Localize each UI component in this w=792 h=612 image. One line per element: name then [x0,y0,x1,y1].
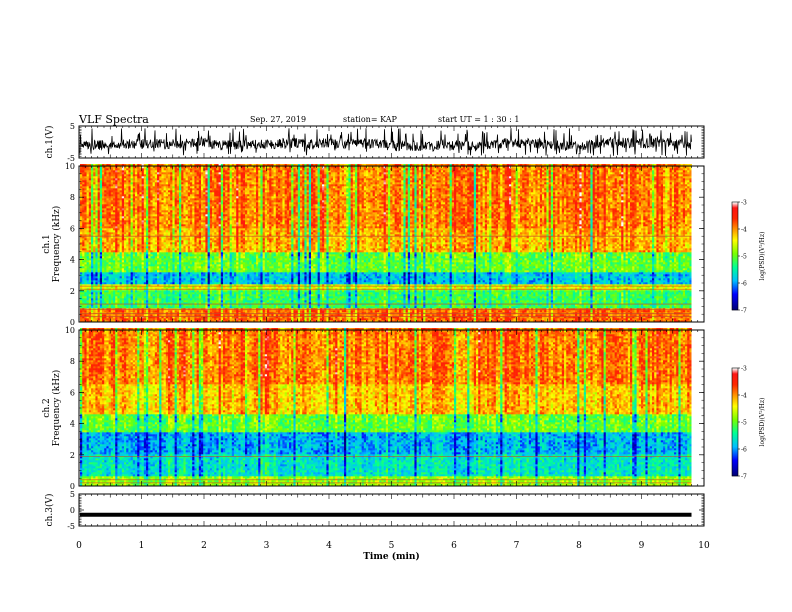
ch2-colorbar-label: log(PSD)(V²/Hz) [759,398,766,447]
x-tick-label: 9 [639,541,645,551]
x-tick-label: 1 [139,541,145,551]
ch2-colorbar: -3 -4 -5 -6 -7 log(PSD)(V²/Hz) [732,366,766,481]
ch1-colorbar-tick-label: -6 [741,281,747,288]
ch3-waveform-panel: 5 0 -5 ch.3(V) [44,490,704,531]
ch2-colorbar-tick-label: -5 [741,420,747,427]
x-axis-label: Time (min) [363,551,420,562]
ch2-colorbar-tick-label: -7 [741,474,747,481]
ch1-colorbar-tick-label: -3 [741,200,747,207]
ch2-spec-ylabel: ch.2 [42,398,52,417]
ch1-spec-ytick-label: 4 [70,256,75,265]
ch2-spec-ytick-label: 6 [70,388,75,397]
ch2-colorbar-tick-label: -4 [741,393,747,400]
x-tick-label: 3 [264,541,270,551]
ch2-spec-ytick-label: 8 [70,357,75,366]
ch1-colorbar-tick-label: -7 [741,308,747,315]
ch1-waveform-panel: 5-5ch.1(V) [44,122,704,163]
ch2-spec-pixels [80,328,692,486]
x-tick-label: 4 [326,541,332,551]
ch1-colorbar: -3 -4 -5 -6 -7 log(PSD)(V²/Hz) [732,200,766,315]
ch1-spec-ylabel: ch.1 [42,234,52,253]
x-tick-label: 0 [76,541,82,551]
x-tick-label: 6 [451,541,457,551]
ch1-spec-ytick-label: 2 [70,287,75,296]
ch1-spec-pixels [80,164,692,322]
ch1-waveform-trace [80,128,692,156]
ch1-spec-ytick-label: 8 [70,193,75,202]
ch2-spec-ytick-label: 2 [70,451,75,460]
x-tick-label: 5 [389,541,395,551]
x-tick-label: 2 [201,541,207,551]
ch1-spec-ylabel: Frequency (kHz) [51,206,62,283]
vlf-figure: 5-5ch.1(V) 0246810ch.1 Frequency (kHz) 02… [0,0,792,612]
ch2-spec-ytick-label: 10 [65,326,75,335]
ch3-ytick-label: 0 [70,506,75,515]
x-tick-label: 10 [698,541,710,551]
ch2-colorbar-tick-label: -3 [741,366,747,373]
ch3-ylabel: ch.3(V) [44,494,55,527]
ch3-ytick-label: -5 [67,522,75,531]
x-tick-label: 8 [576,541,582,551]
ch3-ytick-label: 5 [70,490,75,499]
time-axis: 0 1 2 3 4 5 6 7 8 9 10 Time (min) [76,541,710,562]
ch2-spec-ylabel: Frequency (kHz) [51,370,62,447]
ch1-spec-ytick-label: 6 [70,224,75,233]
ch1-spec-ytick-label: 10 [65,162,75,171]
ch1-colorbar-label: log(PSD)(V²/Hz) [759,232,766,281]
ch1-ytick-label: 5 [70,122,75,131]
ch1-ylabel: ch.1(V) [44,126,55,159]
x-tick-label: 7 [514,541,520,551]
ch2-colorbar-tick-label: -6 [741,447,747,454]
ch1-colorbar-tick-label: -4 [741,227,747,234]
ch1-colorbar-tick-label: -5 [741,254,747,261]
ch2-spec-ytick-label: 4 [70,420,75,429]
